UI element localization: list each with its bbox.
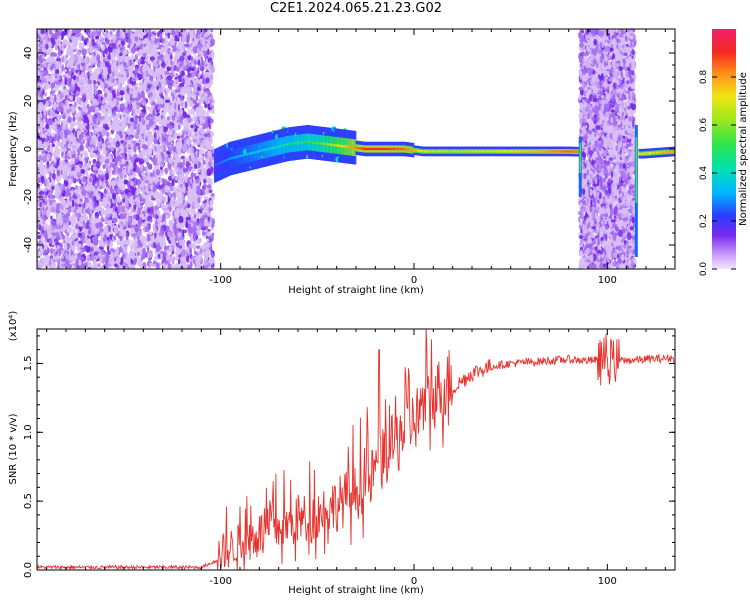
noise-band-0	[37, 29, 216, 269]
noise-dot	[145, 166, 148, 171]
heatmap-marks	[37, 29, 675, 269]
noise-dot	[119, 114, 122, 120]
noise-dot	[171, 139, 175, 145]
noise-dot	[44, 91, 48, 97]
noise-dot	[137, 257, 140, 263]
chart-title: C2E1.2024.065.21.23.G02	[269, 1, 443, 16]
noise-dot	[101, 88, 105, 92]
noise-dot	[86, 254, 89, 259]
noise-dot	[37, 152, 40, 156]
noise-dot	[194, 55, 197, 60]
noise-dot	[128, 47, 132, 54]
